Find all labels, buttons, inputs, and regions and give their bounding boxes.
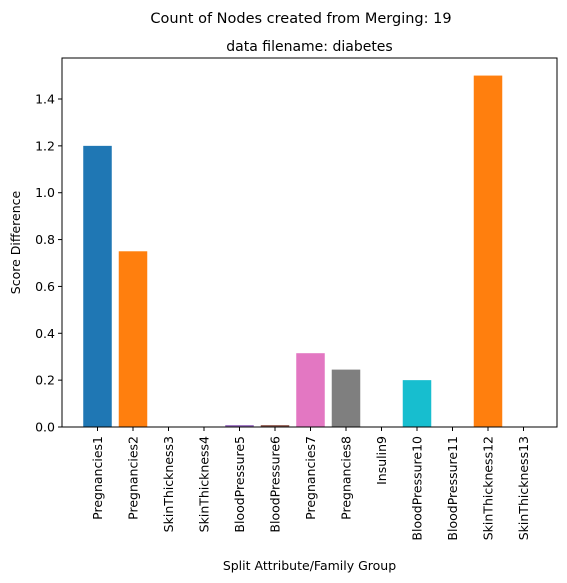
bar-BloodPressure6 [260, 425, 290, 427]
bar-Pregnancies7 [296, 353, 325, 427]
y-axis-label: Score Difference [8, 190, 23, 294]
x-tick-label: Pregnancies1 [90, 436, 105, 520]
bar-BloodPressure5 [225, 425, 254, 427]
y-tick-label: 1.0 [35, 185, 55, 200]
bar-Pregnancies1 [83, 145, 112, 427]
x-tick-label: BloodPressure10 [410, 436, 425, 541]
plot-frame [61, 57, 558, 428]
x-tick-label: SkinThickness3 [161, 436, 176, 532]
bar-BloodPressure10 [402, 380, 432, 427]
x-axis: Pregnancies1 Pregnancies2 SkinThickness3 Sk… [90, 427, 531, 541]
y-axis: 0.0 0.2 0.4 0.6 0.8 1.0 1.2 1.4 [35, 92, 62, 435]
x-tick-label: BloodPressure5 [232, 436, 247, 533]
x-tick-label: BloodPressure6 [268, 436, 283, 533]
x-tick-label: Pregnancies8 [339, 436, 354, 520]
y-tick-label: 0.8 [35, 232, 55, 247]
x-tick-label: SkinThickness4 [197, 436, 212, 532]
x-tick-label: Insulin9 [374, 436, 389, 485]
chart-suptitle: Count of Nodes created from Merging: 19 [150, 11, 451, 27]
x-tick-label: SkinThickness12 [481, 436, 496, 540]
x-axis-label: Split Attribute/Family Group [223, 558, 396, 573]
y-tick-label: 1.2 [35, 138, 55, 153]
y-tick-label: 0.2 [35, 373, 55, 388]
x-tick-label: BloodPressure11 [445, 436, 460, 541]
y-tick-label: 0.0 [35, 420, 55, 435]
x-tick-label: SkinThickness13 [516, 436, 531, 540]
x-tick-label: Pregnancies7 [303, 436, 318, 520]
bar-SkinThickness12 [473, 75, 503, 428]
x-tick-label: Pregnancies2 [126, 436, 141, 520]
y-tick-label: 0.4 [35, 326, 55, 341]
bar-Pregnancies2 [118, 251, 148, 427]
y-tick-label: 0.6 [35, 279, 55, 294]
chart-title: data filename: diabetes [226, 39, 392, 55]
bar-Pregnancies8 [331, 369, 361, 427]
bars-group [83, 75, 503, 428]
y-tick-label: 1.4 [35, 92, 55, 107]
